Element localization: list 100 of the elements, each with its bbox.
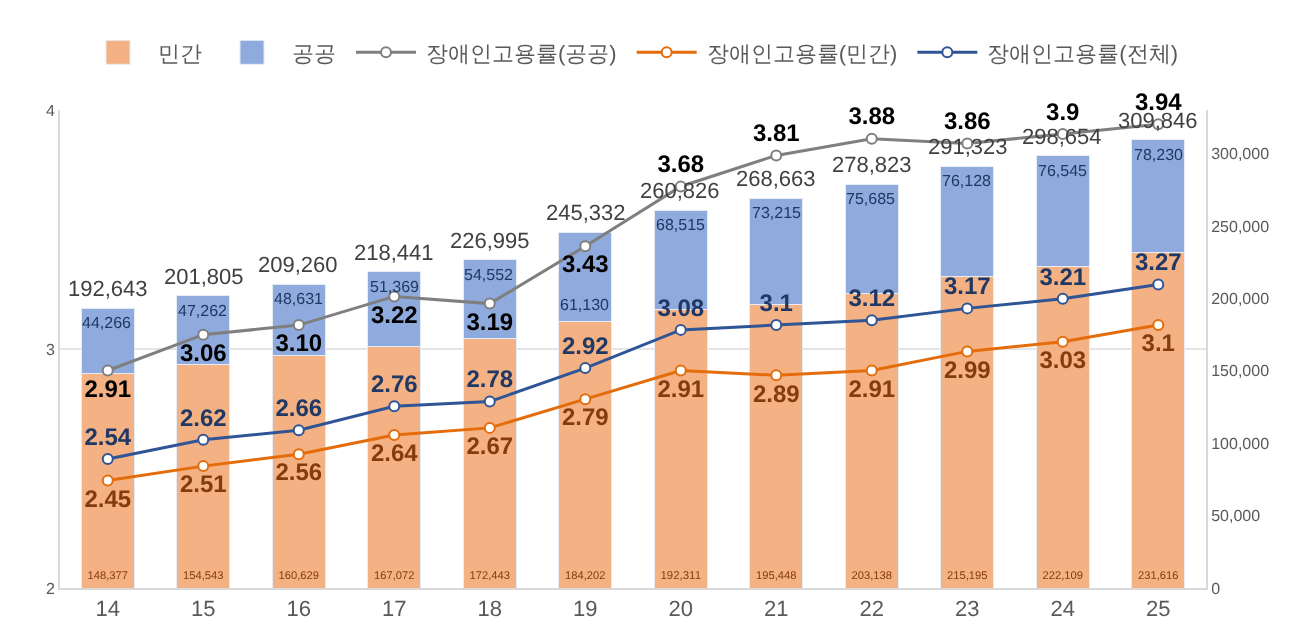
x-tick-label: 25: [1146, 598, 1171, 623]
legend-label: 공공: [292, 42, 336, 67]
y2-tick-label: 150,000: [1211, 362, 1271, 381]
data-label: 3.10: [275, 329, 323, 358]
data-label: 2.66: [275, 394, 323, 423]
data-label: 76,128: [942, 172, 993, 190]
total-label: 268,663: [736, 168, 816, 192]
total-label: 201,805: [164, 266, 244, 290]
data-label: 3.06: [179, 338, 228, 367]
point: [292, 448, 305, 461]
data-label: 51,369: [370, 278, 421, 296]
data-label: 2.78: [466, 365, 514, 394]
data-label: 48,631: [274, 290, 325, 308]
data-label: 3.43: [561, 250, 610, 279]
point: [579, 240, 592, 253]
point: [1152, 319, 1165, 332]
data-label: 2.64: [370, 439, 419, 468]
point: [483, 395, 496, 408]
total-label: 218,441: [354, 242, 434, 266]
total-label: 192,643: [68, 278, 148, 302]
point: [388, 400, 401, 413]
data-label: 3.1: [1141, 329, 1176, 358]
data-label: 2.76: [370, 370, 419, 399]
data-label: 3.19: [466, 307, 514, 336]
x-tick-label: 22: [859, 598, 885, 623]
data-label: 2.79: [561, 403, 610, 432]
data-label: 75,685: [846, 190, 897, 208]
x-tick-label: 19: [573, 598, 598, 623]
point: [101, 474, 114, 487]
point: [1056, 335, 1069, 348]
x-tick-label: 16: [286, 598, 312, 623]
point: [674, 364, 687, 377]
data-label: 3.27: [1134, 248, 1183, 277]
data-label: 3.9: [1046, 97, 1081, 126]
data-label: 78,230: [1134, 146, 1185, 164]
data-label: 2.67: [466, 432, 514, 461]
point: [197, 433, 210, 446]
data-label: 2.92: [561, 331, 610, 360]
point: [865, 364, 878, 377]
data-label: 2.54: [84, 422, 132, 451]
point: [197, 460, 210, 473]
data-label: 73,215: [752, 204, 803, 222]
data-label: 76,545: [1038, 162, 1089, 180]
point: [579, 393, 592, 406]
data-label: 3.88: [848, 102, 896, 131]
total-label: 209,260: [258, 254, 338, 278]
data-label: 2.51: [179, 470, 228, 499]
point: [579, 362, 592, 375]
legend-label: 장애인고용률(민간): [706, 42, 898, 67]
data-label: 3.86: [943, 107, 992, 136]
point: [961, 302, 974, 315]
legend-label: 장애인고용률(전체): [987, 42, 1178, 67]
data-label: 44,266: [82, 314, 133, 332]
point: [770, 319, 783, 332]
data-label: 47,262: [178, 302, 229, 320]
x-tick-label: 21: [764, 598, 789, 623]
total-label: 245,332: [546, 202, 626, 226]
point: [770, 369, 783, 382]
data-label: 3.17: [943, 272, 992, 301]
point: [1056, 292, 1069, 305]
y2-tick-label: 200,000: [1211, 289, 1271, 308]
data-label: 3.81: [752, 119, 801, 148]
data-label: 2.99: [943, 355, 992, 384]
data-label: 2.91: [657, 374, 705, 403]
point: [770, 149, 783, 162]
data-label: 3.68: [657, 150, 705, 179]
point: [865, 132, 878, 145]
point: [483, 297, 496, 310]
data-label: 54,552: [464, 266, 515, 284]
x-tick-label: 18: [477, 598, 503, 623]
y-tick-label: 2: [45, 579, 56, 598]
y-tick-label: 3: [45, 340, 56, 359]
y2-tick-label: 300,000: [1211, 145, 1271, 164]
point: [292, 424, 305, 437]
data-label: 61,130: [560, 296, 611, 314]
y2-tick-label: 50,000: [1211, 507, 1262, 526]
point: [483, 421, 496, 434]
data-label: 2.91: [848, 374, 896, 403]
data-label: 2.89: [752, 379, 801, 408]
total-label: 226,995: [450, 230, 530, 254]
data-label: 2.56: [275, 458, 323, 487]
legend-label: 장애인고용률(공공): [426, 42, 617, 67]
total-label: 309,846: [1118, 110, 1198, 134]
point: [101, 452, 114, 465]
x-tick-label: 20: [668, 598, 694, 623]
x-tick-label: 17: [382, 598, 407, 623]
x-tick-label: 23: [955, 598, 980, 623]
point: [961, 345, 974, 358]
point: [1152, 278, 1165, 291]
point: [197, 328, 210, 341]
point: [674, 323, 687, 336]
data-label: 3.12: [848, 284, 896, 313]
data-label: 2.91: [84, 374, 132, 403]
x-tick-label: 14: [95, 598, 121, 623]
x-tick-label: 24: [1050, 598, 1076, 623]
data-label: 3.03: [1039, 346, 1087, 375]
y2-tick-label: 250,000: [1211, 217, 1271, 236]
y2-tick-label: 100,000: [1211, 434, 1271, 453]
x-tick-label: 15: [191, 598, 216, 623]
point: [101, 364, 114, 377]
